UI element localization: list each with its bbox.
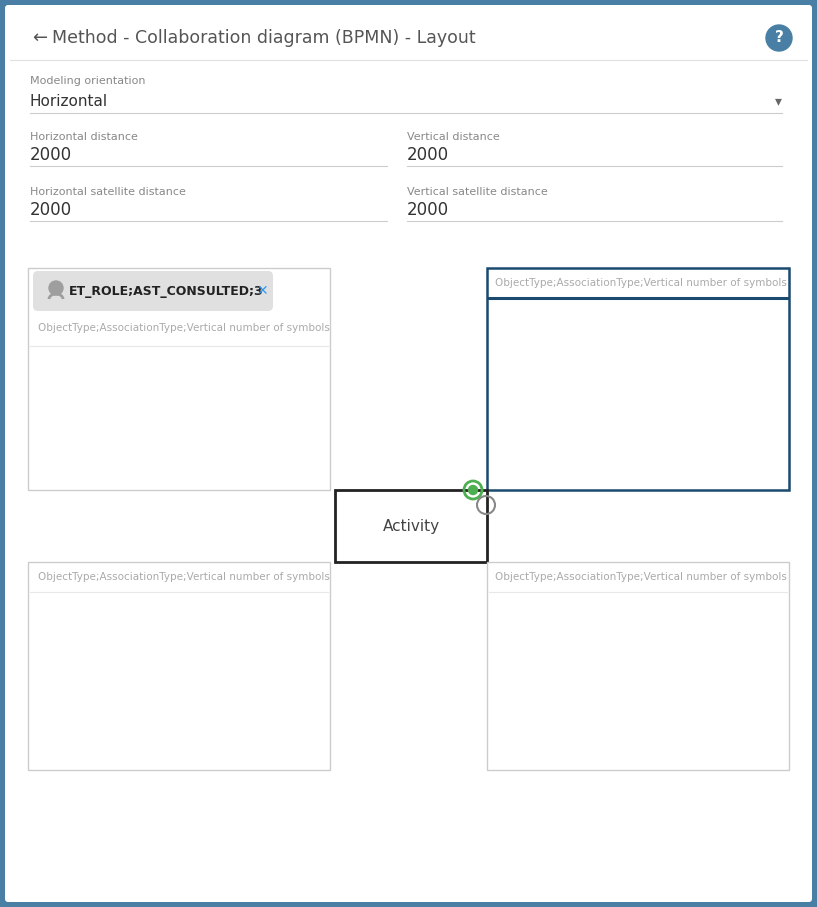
Bar	[487, 562, 789, 770]
Text: Vertical distance: Vertical distance	[407, 132, 500, 142]
Text: ✕: ✕	[257, 284, 268, 298]
Circle shape	[766, 25, 792, 51]
Text: Horizontal distance: Horizontal distance	[30, 132, 138, 142]
Text: ET_ROLE;AST_CONSULTED;3: ET_ROLE;AST_CONSULTED;3	[69, 285, 264, 297]
Bar	[335, 490, 487, 562]
Text: 2000: 2000	[30, 146, 72, 164]
Text: ObjectType;AssociationType;Vertical number of symbols: ObjectType;AssociationType;Vertical numb…	[495, 572, 787, 582]
Text: 2000: 2000	[407, 201, 449, 219]
Bar	[487, 268, 789, 490]
Text: Vertical satellite distance: Vertical satellite distance	[407, 187, 547, 197]
Text: Activity: Activity	[382, 519, 440, 533]
Text: ←: ←	[32, 29, 47, 47]
Text: ObjectType;AssociationType;Vertical number of symbols: ObjectType;AssociationType;Vertical numb…	[495, 278, 787, 288]
Text: 2000: 2000	[30, 201, 72, 219]
Text: 2000: 2000	[407, 146, 449, 164]
Text: Horizontal: Horizontal	[30, 93, 108, 109]
Text: Method - Collaboration diagram (BPMN) - Layout: Method - Collaboration diagram (BPMN) - …	[52, 29, 475, 47]
Text: ObjectType;AssociationType;Vertical number of symbols: ObjectType;AssociationType;Vertical numb…	[38, 572, 330, 582]
Text: ▾: ▾	[775, 94, 782, 108]
Bar	[28, 268, 330, 490]
Circle shape	[468, 485, 477, 494]
Text: ?: ?	[775, 31, 784, 45]
Bar	[28, 562, 330, 770]
FancyBboxPatch shape	[33, 271, 273, 311]
Circle shape	[49, 281, 63, 295]
Text: ObjectType;AssociationType;Vertical number of symbols: ObjectType;AssociationType;Vertical numb…	[38, 323, 330, 333]
FancyBboxPatch shape	[5, 5, 812, 902]
Text: Modeling orientation: Modeling orientation	[30, 76, 145, 86]
Text: Horizontal satellite distance: Horizontal satellite distance	[30, 187, 186, 197]
